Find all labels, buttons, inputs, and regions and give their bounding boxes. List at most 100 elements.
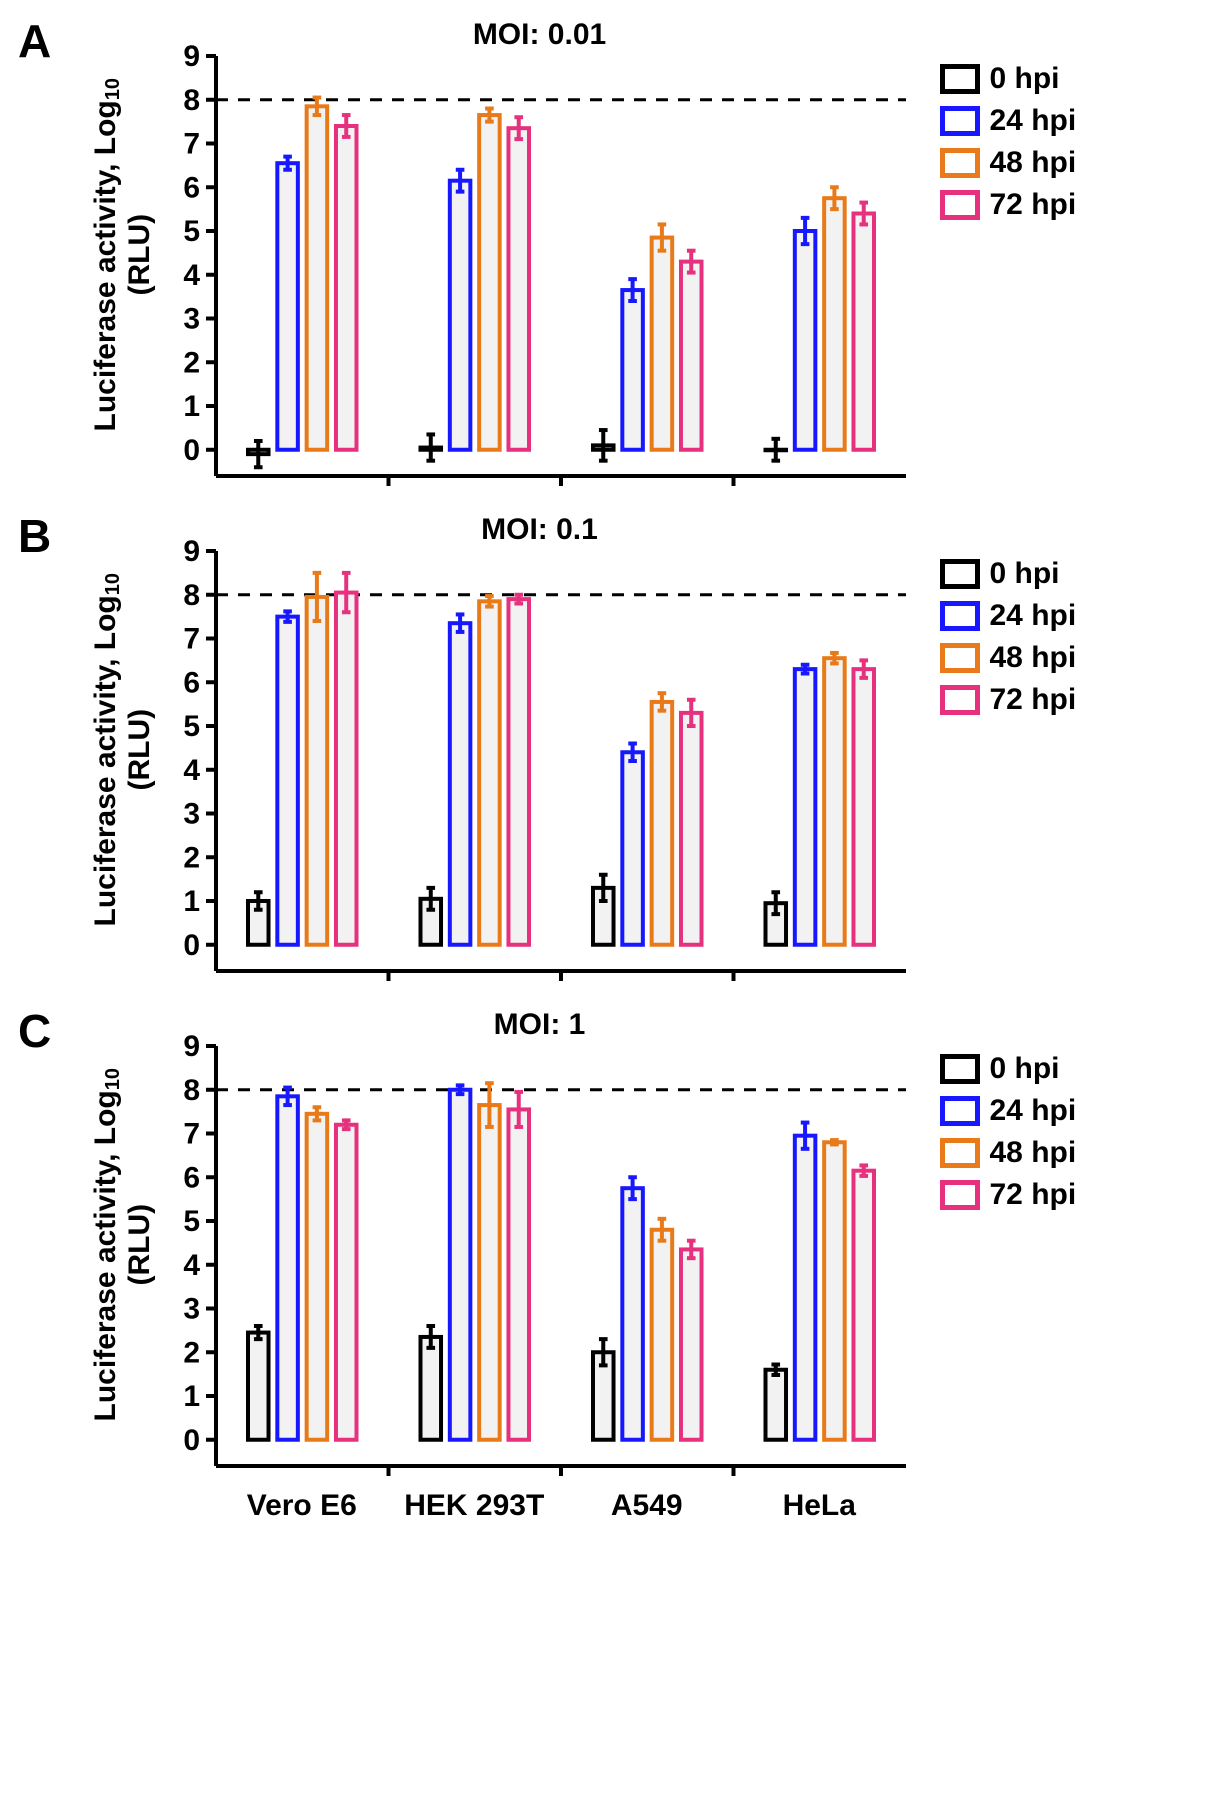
svg-text:6: 6 [183,171,200,204]
legend-swatch [940,643,980,673]
svg-text:7: 7 [183,623,200,656]
svg-text:6: 6 [183,1161,200,1194]
svg-text:5: 5 [183,1205,200,1238]
bar [277,1096,298,1439]
svg-text:3: 3 [183,798,200,831]
svg-text:2: 2 [183,346,200,379]
legend-label: 24 hpi [990,599,1077,633]
legend-item: 0 hpi [940,1052,1077,1086]
bar [622,1188,643,1440]
legend-label: 48 hpi [990,641,1077,675]
bar [794,1136,815,1440]
bar [853,214,874,450]
bar [449,623,470,945]
legend-item: 0 hpi [940,62,1077,96]
legend-item: 24 hpi [940,1094,1077,1128]
legend-label: 0 hpi [990,557,1060,591]
x-axis-labels: Vero E6HEK 293TA549HeLa [160,1485,920,1531]
bar [479,1105,500,1440]
chart-plot: 0123456789 [160,515,920,985]
bar [449,181,470,450]
bar [479,115,500,450]
svg-text:1: 1 [183,885,200,918]
svg-text:6: 6 [183,666,200,699]
y-axis-label: Luciferase activity, Log10(RLU) [90,78,156,431]
x-tick-label: HeLa [783,1489,856,1523]
legend-swatch [940,106,980,136]
panel-label: A [18,14,51,68]
legend-item: 0 hpi [940,557,1077,591]
svg-text:4: 4 [183,754,200,787]
chart-title: MOI: 0.1 [160,513,920,547]
legend-swatch [940,64,980,94]
svg-text:8: 8 [183,579,200,612]
chart-plot: 0123456789 [160,20,920,490]
legend-label: 24 hpi [990,104,1077,138]
bar [306,597,327,945]
bar [680,262,701,450]
legend-swatch [940,1096,980,1126]
legend: 0 hpi 24 hpi 48 hpi 72 hpi [940,1010,1077,1212]
legend-label: 48 hpi [990,1136,1077,1170]
legend-label: 72 hpi [990,1178,1077,1212]
bar [306,1114,327,1440]
legend-item: 48 hpi [940,641,1077,675]
svg-text:4: 4 [183,1249,200,1282]
svg-text:0: 0 [183,929,200,962]
svg-text:1: 1 [183,390,200,423]
bar [651,702,672,945]
bar [651,238,672,450]
panel-label: B [18,509,51,563]
legend-item: 24 hpi [940,599,1077,633]
panel-A: ALuciferase activity, Log10(RLU)MOI: 0.0… [10,20,1208,495]
legend-label: 72 hpi [990,683,1077,717]
bar [765,1370,786,1440]
legend-item: 24 hpi [940,104,1077,138]
legend-item: 72 hpi [940,188,1077,222]
chart-title: MOI: 1 [160,1008,920,1042]
legend-label: 48 hpi [990,146,1077,180]
panel-label: C [18,1004,51,1058]
x-tick-label: Vero E6 [247,1489,357,1523]
legend-swatch [940,685,980,715]
svg-text:8: 8 [183,84,200,117]
legend-swatch [940,1054,980,1084]
bar [306,106,327,449]
svg-text:2: 2 [183,841,200,874]
bar [680,713,701,945]
bar [824,1142,845,1440]
svg-text:3: 3 [183,1293,200,1326]
bar [247,1333,268,1440]
legend-label: 24 hpi [990,1094,1077,1128]
legend-item: 48 hpi [940,1136,1077,1170]
svg-text:8: 8 [183,1074,200,1107]
legend-item: 48 hpi [940,146,1077,180]
svg-text:3: 3 [183,303,200,336]
legend: 0 hpi 24 hpi 48 hpi 72 hpi [940,515,1077,717]
legend-label: 0 hpi [990,1052,1060,1086]
legend-item: 72 hpi [940,683,1077,717]
legend-label: 0 hpi [990,62,1060,96]
panel-C: CLuciferase activity, Log10(RLU)MOI: 101… [10,1010,1208,1531]
bar [794,669,815,945]
svg-text:4: 4 [183,259,200,292]
bar [508,599,529,945]
bar [508,128,529,450]
bar [479,601,500,944]
svg-text:7: 7 [183,1118,200,1151]
bar [824,658,845,945]
bar [335,126,356,450]
legend-item: 72 hpi [940,1178,1077,1212]
bar [335,593,356,945]
bar [622,752,643,945]
bar [794,231,815,450]
bar [680,1249,701,1439]
figure-root: ALuciferase activity, Log10(RLU)MOI: 0.0… [0,0,1218,1571]
legend-label: 72 hpi [990,188,1077,222]
bar [449,1090,470,1440]
legend-swatch [940,1138,980,1168]
panel-B: BLuciferase activity, Log10(RLU)MOI: 0.1… [10,515,1208,990]
svg-text:5: 5 [183,710,200,743]
bar [335,1125,356,1440]
legend-swatch [940,148,980,178]
